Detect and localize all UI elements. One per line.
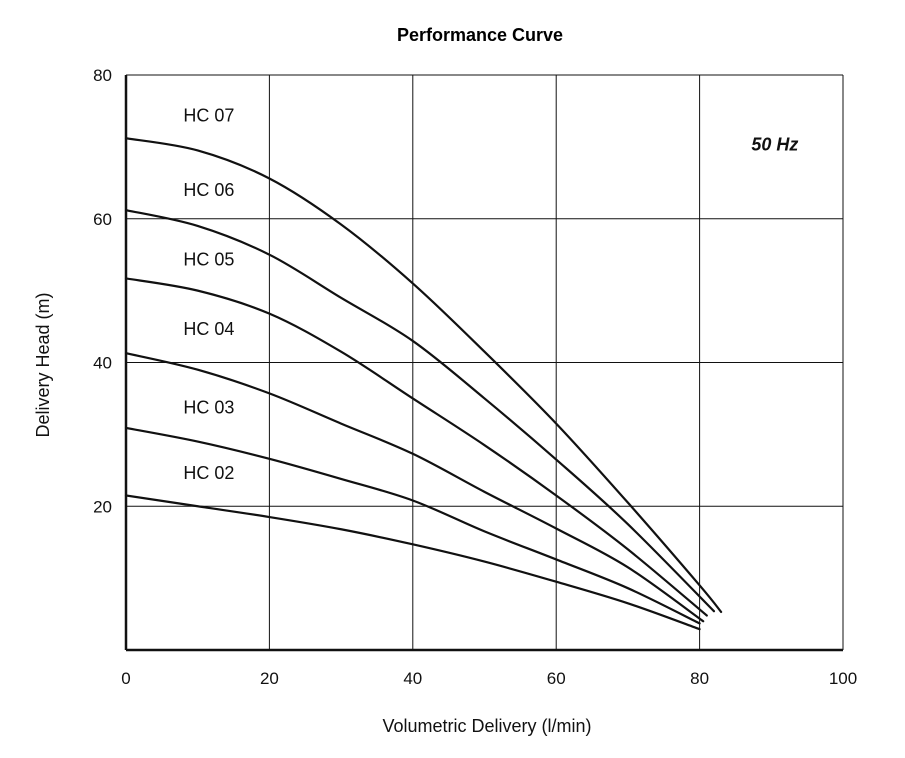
series-label-hc-04: HC 04 bbox=[183, 319, 234, 339]
curve-hc-03 bbox=[124, 426, 701, 625]
grid-layer bbox=[126, 74, 843, 650]
curve-layer bbox=[124, 137, 723, 631]
y-axis-label: Delivery Head (m) bbox=[33, 292, 53, 437]
y-tick-label-20: 20 bbox=[93, 497, 112, 516]
chart-title: Performance Curve bbox=[397, 25, 563, 45]
series-label-hc-07: HC 07 bbox=[183, 106, 234, 126]
x-tick-label-80: 80 bbox=[690, 669, 709, 688]
curve-hc-04 bbox=[124, 352, 705, 623]
x-tick-label-40: 40 bbox=[403, 669, 422, 688]
x-tick-label-0: 0 bbox=[121, 669, 130, 688]
x-tick-label-100: 100 bbox=[829, 669, 857, 688]
curve-hc-07 bbox=[124, 137, 723, 614]
curve-hc-06 bbox=[124, 209, 716, 613]
y-tick-label-40: 40 bbox=[93, 354, 112, 373]
y-tick-label-60: 60 bbox=[93, 210, 112, 229]
series-label-hc-06: HC 06 bbox=[183, 180, 234, 200]
series-label-hc-05: HC 05 bbox=[183, 249, 234, 269]
frequency-label: 50 Hz bbox=[751, 134, 798, 154]
series-label-layer: HC 07 HC 06 HC 05 HC 04 HC 03 HC 02 bbox=[183, 106, 234, 483]
curve-hc-02 bbox=[124, 494, 701, 631]
curve-hc-05 bbox=[124, 277, 708, 617]
x-tick-label-60: 60 bbox=[547, 669, 566, 688]
x-axis-label: Volumetric Delivery (l/min) bbox=[382, 716, 591, 736]
x-tick-label-20: 20 bbox=[260, 669, 279, 688]
series-label-hc-02: HC 02 bbox=[183, 463, 234, 483]
series-label-hc-03: HC 03 bbox=[183, 398, 234, 418]
y-tick-label-80: 80 bbox=[93, 66, 112, 85]
axis-layer: 0 20 40 60 80 100 20 40 60 80 bbox=[93, 66, 857, 688]
